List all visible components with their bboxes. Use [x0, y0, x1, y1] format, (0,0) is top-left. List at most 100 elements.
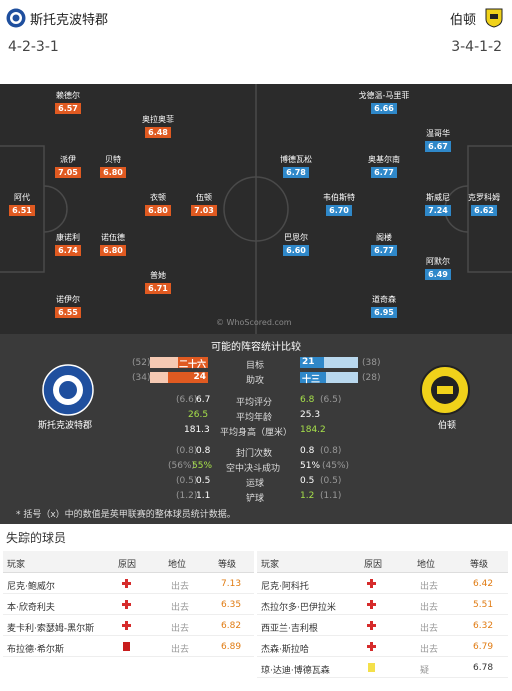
stat-home-value: 0.8	[196, 446, 211, 456]
player-rating: 6.57	[55, 103, 81, 114]
stat-away-value: 1.2	[300, 491, 315, 501]
stat-away-avg: (0.8)	[320, 446, 342, 456]
assists-home-avg: (34)	[132, 373, 151, 383]
injury-icon	[122, 600, 131, 609]
table-header: 玩家 原因 地位 等级	[3, 551, 254, 573]
match-header: 斯托克波特郡 4-2-3-1 伯顿 3-4-1-2	[0, 0, 512, 84]
player-name: 阿代	[14, 193, 30, 202]
home-player[interactable]: 派伊 7.05	[36, 154, 100, 178]
stat-home-value: 26.5	[188, 410, 209, 420]
player-name[interactable]: 杰森·斯拉哈	[261, 645, 309, 655]
rating: 5.51	[473, 600, 494, 610]
rating: 6.42	[473, 579, 494, 589]
home-player[interactable]: 贝特 6.80	[81, 154, 145, 178]
home-player[interactable]: 诺伊尔 6.55	[36, 294, 100, 318]
status: 出去	[420, 624, 439, 634]
player-rating: 6.60	[283, 245, 309, 256]
stat-away-value: 6.8	[300, 395, 315, 405]
player-name[interactable]: 琼·达迪·博德瓦森	[261, 666, 330, 676]
player-name: 克罗科姆	[468, 193, 500, 202]
stat-label: 铲球	[246, 494, 265, 504]
away-player[interactable]: 克罗科姆 6.62	[452, 192, 512, 216]
stat-label: 平均年龄	[236, 413, 273, 423]
away-player[interactable]: 阁楼 6.77	[352, 232, 416, 256]
goals-away-avg: (38)	[362, 358, 381, 368]
goals-away-bar: 21	[300, 357, 358, 368]
stat-away-avg: (6.5)	[320, 395, 342, 405]
player-name: 韦伯斯特	[323, 193, 355, 202]
player-name[interactable]: 麦卡利·索瑟姆-黑尔斯	[7, 624, 95, 634]
rating: 6.82	[221, 621, 242, 631]
status: 出去	[171, 645, 190, 655]
home-team-name[interactable]: 斯托克波特郡	[30, 13, 109, 28]
home-player[interactable]: 伍顿 7.03	[172, 192, 236, 216]
away-player[interactable]: 戈德温-马里菲 6.66	[352, 90, 416, 114]
player-name[interactable]: 尼克·鲍威尔	[7, 582, 55, 592]
player-rating: 6.77	[371, 245, 397, 256]
pitch: 赖德尔 6.57 奥拉奥菲 6.48 派伊 7.05 贝特 6.80 阿代 6.51 衣顿…	[0, 84, 512, 334]
away-player[interactable]: 博德瓦松 6.78	[264, 154, 328, 178]
player-rating: 7.24	[425, 205, 451, 216]
player-name: 阁楼	[376, 233, 392, 242]
player-name: 阿默尔	[426, 257, 450, 266]
home-player[interactable]: 普她 6.71	[126, 270, 190, 294]
home-team-label: 斯托克波特郡	[38, 421, 93, 431]
home-player[interactable]: 阿代 6.51	[0, 192, 54, 216]
away-team-label: 伯顿	[438, 421, 457, 431]
player-name: 奥基尔南	[368, 155, 400, 164]
stockport-badge-icon	[6, 8, 26, 28]
player-name[interactable]: 杰拉尔多·巴伊拉米	[261, 603, 336, 613]
player-name[interactable]: 布拉德·希尔斯	[7, 645, 64, 655]
player-name: 康诺利	[56, 233, 80, 242]
assists-away-value: 十三	[302, 375, 321, 385]
player-rating: 6.74	[55, 245, 81, 256]
player-rating: 6.77	[371, 167, 397, 178]
player-name: 衣顿	[150, 193, 166, 202]
rating: 6.32	[473, 621, 494, 631]
assists-label: 助攻	[246, 376, 265, 386]
home-player[interactable]: 赖德尔 6.57	[36, 90, 100, 114]
away-player[interactable]: 阿默尔 6.49	[406, 256, 470, 280]
stat-home-value: 0.5	[196, 476, 211, 486]
away-player[interactable]: 韦伯斯特 6.70	[307, 192, 371, 216]
rating: 6.89	[221, 642, 242, 652]
player-name: 温哥华	[426, 129, 450, 138]
assists-away-avg: (28)	[362, 373, 381, 383]
away-player[interactable]: 奥基尔南 6.77	[352, 154, 416, 178]
status: 出去	[420, 603, 439, 613]
assists-home-value: 24	[193, 372, 206, 382]
col-player: 玩家	[261, 560, 280, 570]
stat-home-value: 55%	[192, 461, 213, 471]
red-card-icon	[123, 642, 130, 651]
away-team-name[interactable]: 伯顿	[449, 13, 476, 28]
player-name[interactable]: 西亚兰·吉利根	[261, 624, 318, 634]
stats-comparison: 可能的阵容统计比较 斯托克波特郡 伯顿 (52) 二十六 目标 21 (38) …	[0, 334, 512, 524]
player-rating: 6.95	[371, 307, 397, 318]
col-rating: 等级	[218, 560, 237, 570]
player-name: 戈德温-马里菲	[358, 91, 410, 100]
table-row: 本·欣奇利夫 出去 6.35	[3, 594, 254, 615]
home-player[interactable]: 衣顿 6.80	[126, 192, 190, 216]
player-rating: 6.80	[145, 205, 171, 216]
stat-home-avg: (6.6)	[176, 395, 198, 405]
table-row: 杰拉尔多·巴伊拉米 出去 5.51	[257, 594, 508, 615]
player-name[interactable]: 尼克·阿科托	[261, 582, 309, 592]
injury-icon	[367, 600, 376, 609]
player-name[interactable]: 本·欣奇利夫	[7, 603, 55, 613]
away-player[interactable]: 道奇森 6.95	[352, 294, 416, 318]
col-player: 玩家	[7, 560, 26, 570]
home-player[interactable]: 奥拉奥菲 6.48	[126, 114, 190, 138]
injury-icon	[367, 579, 376, 588]
col-status: 地位	[417, 560, 436, 570]
away-player[interactable]: 巴恩尔 6.60	[264, 232, 328, 256]
home-player[interactable]: 诺伍德 6.80	[81, 232, 145, 256]
player-name: 普她	[150, 271, 166, 280]
table-row: 西亚兰·吉利根 出去 6.32	[257, 615, 508, 636]
burton-crest-icon	[420, 365, 470, 415]
stat-label: 运球	[246, 479, 265, 489]
away-player[interactable]: 温哥华 6.67	[406, 128, 470, 152]
away-player[interactable]: 斯威尼 7.24	[406, 192, 470, 216]
player-rating: 6.66	[371, 103, 397, 114]
player-name: 伍顿	[196, 193, 212, 202]
home-player[interactable]: 康诺利 6.74	[36, 232, 100, 256]
